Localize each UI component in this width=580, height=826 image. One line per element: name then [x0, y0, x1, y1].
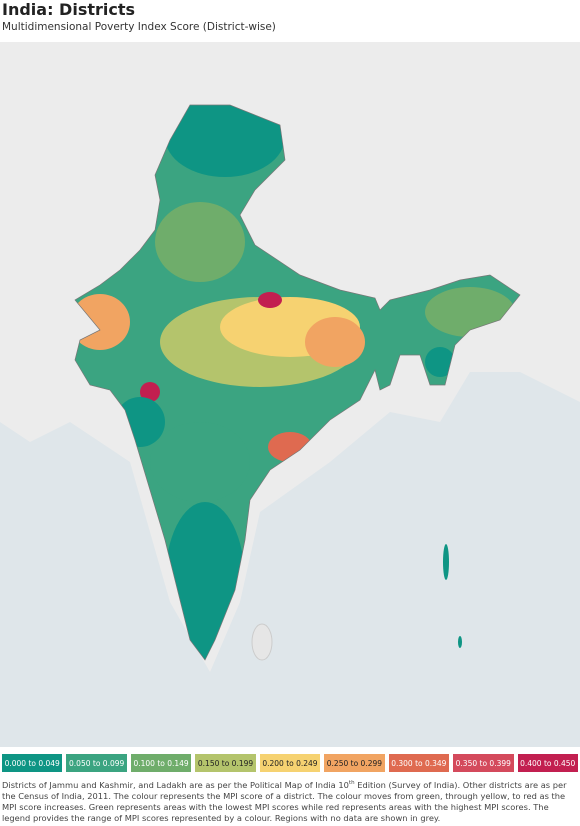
legend-item: 0.050 to 0.099: [66, 754, 127, 772]
andaman-islands: [443, 544, 449, 580]
india-outline: [74, 104, 521, 661]
legend-item: 0.250 to 0.299: [324, 754, 385, 772]
sri-lanka: [251, 623, 273, 661]
legend: 0.000 to 0.049 0.050 to 0.099 0.100 to 0.1…: [2, 754, 578, 772]
footnote: Districts of Jammu and Kashmir, and Lada…: [2, 778, 576, 824]
map: [0, 42, 580, 747]
legend-item: 0.150 to 0.199: [195, 754, 256, 772]
legend-item: 0.400 to 0.450: [517, 754, 578, 772]
title: India: Districts: [2, 0, 136, 19]
nicobar-islands: [458, 636, 462, 648]
subtitle: Multidimensional Poverty Index Score (Di…: [2, 21, 276, 33]
legend-item: 0.000 to 0.049: [2, 754, 63, 772]
legend-item: 0.350 to 0.399: [453, 754, 514, 772]
footnote-text: Districts of Jammu and Kashmir, and Lada…: [2, 779, 349, 790]
legend-item: 0.100 to 0.149: [130, 754, 192, 772]
footnote-superscript: th: [348, 780, 355, 786]
legend-item: 0.300 to 0.349: [388, 754, 450, 772]
footnote-text: Edition (Survey of India). Other distric…: [2, 779, 567, 823]
legend-item: 0.200 to 0.249: [259, 754, 321, 772]
